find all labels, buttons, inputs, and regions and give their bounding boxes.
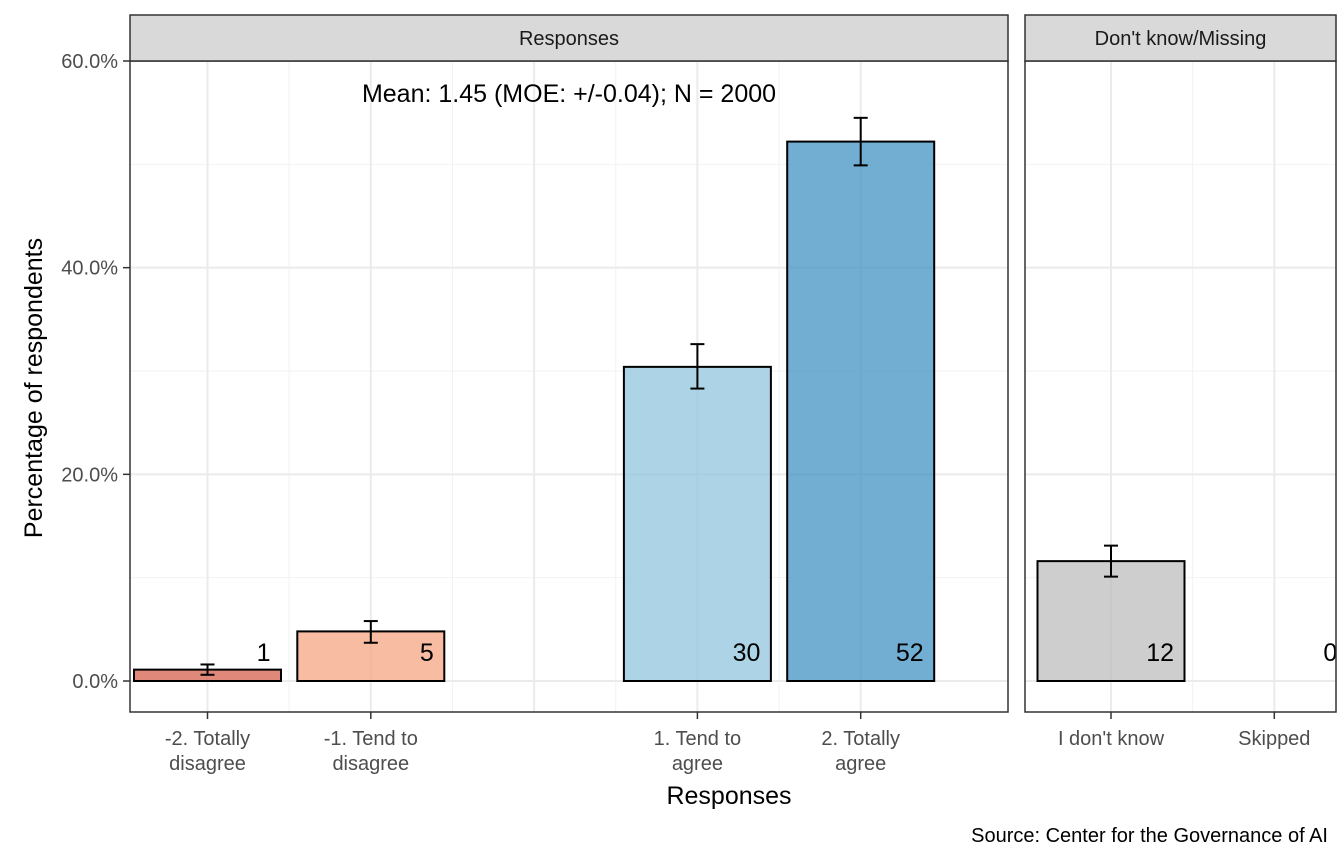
- x-tick-label: -2. Totally: [165, 728, 250, 750]
- y-tick-label: 60.0%: [61, 51, 118, 73]
- x-tick-label: agree: [835, 753, 886, 775]
- y-tick-label: 0.0%: [72, 671, 118, 693]
- bar-value-label: 12: [1146, 639, 1174, 667]
- bar-value-label: 5: [420, 639, 434, 667]
- bar-value-label: 1: [257, 639, 271, 667]
- x-tick-label: I don't know: [1058, 728, 1165, 750]
- facet-strip: [1024, 14, 1337, 62]
- y-tick-label: 40.0%: [61, 258, 118, 280]
- bar: [786, 140, 936, 683]
- chart-caption: Source: Center for the Governance of AI: [971, 825, 1328, 847]
- y-tick-label: 20.0%: [61, 464, 118, 486]
- error-bars: [200, 116, 1118, 676]
- x-tick-label: disagree: [332, 753, 409, 775]
- x-tick-label: 1. Tend to: [654, 728, 741, 750]
- bar-value-label: 0: [1323, 639, 1337, 667]
- x-tick-label: -1. Tend to: [324, 728, 418, 750]
- x-tick-label: agree: [672, 753, 723, 775]
- bars: [133, 140, 1186, 683]
- facet-strip: [129, 14, 1009, 62]
- facet-strip-label: Responses: [519, 28, 619, 50]
- y-axis-title: Percentage of respondents: [20, 238, 48, 538]
- x-tick-label: Skipped: [1238, 728, 1310, 750]
- panel-frames: Responses Don't know/Missing: [129, 14, 1337, 713]
- bar-labels: 1 5 30 52 12 0: [257, 639, 1338, 667]
- bar-value-label: 52: [896, 639, 924, 667]
- x-axis-title: Responses: [666, 782, 791, 810]
- axes: -2. Totally disagree -1. Tend to disagree 1.…: [61, 51, 1310, 775]
- bar-value-label: 30: [733, 639, 761, 667]
- chart-annotation: Mean: 1.45 (MOE: +/-0.04); N = 2000: [362, 80, 776, 108]
- facet-strip-label: Don't know/Missing: [1095, 28, 1267, 50]
- x-tick-label: disagree: [169, 753, 246, 775]
- bar: [622, 365, 772, 682]
- x-tick-label: 2. Totally: [821, 728, 900, 750]
